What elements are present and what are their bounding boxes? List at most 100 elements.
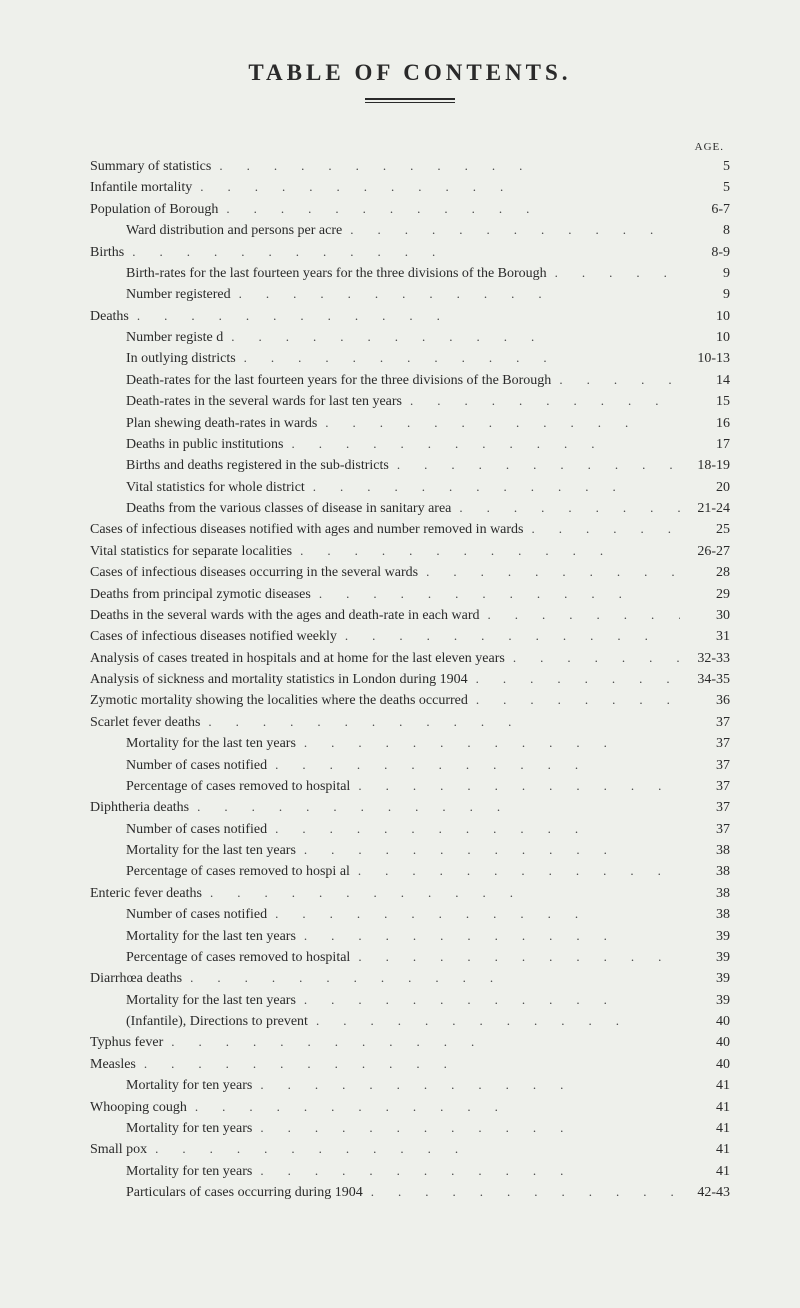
- toc-entry-label: Diarrhœa deaths: [90, 969, 182, 989]
- toc-entry-page: 8-9: [688, 243, 730, 263]
- toc-entry-page: 40: [688, 1033, 730, 1053]
- column-header-page: AGE.: [90, 141, 730, 153]
- toc-entry-label: Vital statistics for whole district: [126, 478, 305, 498]
- toc-entry-page: 41: [688, 1076, 730, 1096]
- toc-entry-label: Infantile mortality: [90, 178, 192, 198]
- toc-entry-label: Deaths from principal zymotic diseases: [90, 585, 311, 605]
- toc-entry: Mortality for ten years............41: [90, 1162, 730, 1182]
- toc-leader-dots: ............: [275, 756, 680, 774]
- toc-entry: Summary of statistics............5: [90, 157, 730, 177]
- toc-entry-page: 9: [688, 285, 730, 305]
- toc-entry-label: Enteric fever deaths: [90, 884, 202, 904]
- toc-leader-dots: ............: [350, 221, 680, 239]
- toc-entry: Number of cases notified............37: [90, 756, 730, 776]
- toc-entry: Mortality for ten years............ 41: [90, 1076, 730, 1096]
- toc-entry: Percentage of cases removed to hospital.…: [90, 948, 730, 968]
- toc-leader-dots: ............: [397, 456, 680, 474]
- toc-entry-page: 16: [688, 414, 730, 434]
- toc-entry: Deaths from the various classes of disea…: [90, 499, 730, 519]
- toc-entry-label: Cases of infectious diseases occurring i…: [90, 563, 418, 583]
- toc-entry-label: Births: [90, 243, 124, 263]
- toc-leader-dots: ............: [358, 777, 680, 795]
- toc-entry-page: 9: [688, 264, 730, 284]
- toc-entry-label: (Infantile), Directions to prevent: [126, 1012, 308, 1032]
- toc-leader-dots: ............: [325, 414, 680, 432]
- toc-leader-dots: ............: [260, 1162, 680, 1180]
- toc-leader-dots: ............: [171, 1033, 680, 1051]
- toc-leader-dots: ............: [292, 435, 681, 453]
- toc-entry-page: 38: [688, 905, 730, 925]
- toc-leader-dots: ............: [155, 1140, 680, 1158]
- toc-entry: Births and deaths registered in the sub-…: [90, 456, 730, 476]
- toc-entry-label: Mortality for ten years: [126, 1076, 252, 1096]
- toc-entry-label: In outlying districts: [126, 349, 236, 369]
- toc-entry: Deaths............10: [90, 307, 730, 327]
- toc-leader-dots: ............: [239, 285, 680, 303]
- toc-entry-page: 10: [688, 307, 730, 327]
- toc-entry-label: Deaths in the several wards with the age…: [90, 606, 480, 626]
- toc-entry-label: Population of Borough: [90, 200, 218, 220]
- toc-entry-page: 5: [688, 157, 730, 177]
- toc-entry-page: 18-19: [688, 456, 730, 476]
- toc-entry-page: 10-13: [688, 349, 730, 369]
- toc-leader-dots: ............: [137, 307, 680, 325]
- toc-entry: Death-rates for the last fourteen years …: [90, 371, 730, 391]
- toc-entry: Mortality for the last ten years........…: [90, 927, 730, 947]
- toc-entry: Mortality for the last ten years........…: [90, 841, 730, 861]
- toc-entry: Number of cases notified............37: [90, 820, 730, 840]
- toc-leader-dots: ............: [260, 1119, 680, 1137]
- toc-leader-dots: ............: [559, 371, 680, 389]
- toc-leader-dots: ............: [304, 841, 680, 859]
- toc-entry: In outlying districts............ 10-13: [90, 349, 730, 369]
- toc-entry: Percentage of cases removed to hospital.…: [90, 777, 730, 797]
- toc-entry-label: Number of cases notified: [126, 756, 267, 776]
- toc-leader-dots: ............: [488, 606, 680, 624]
- toc-leader-dots: ............: [260, 1076, 680, 1094]
- toc-leader-dots: ............: [304, 734, 680, 752]
- toc-entry: Births............ 8-9: [90, 243, 730, 263]
- toc-entry-label: Number registe d: [126, 328, 223, 348]
- toc-leader-dots: ............: [210, 884, 680, 902]
- toc-leader-dots: ............: [275, 905, 680, 923]
- toc-leader-dots: ............: [219, 157, 680, 175]
- toc-entry: (Infantile), Directions to prevent......…: [90, 1012, 730, 1032]
- toc-leader-dots: ............: [304, 991, 680, 1009]
- toc-entry-label: Vital statistics for separate localities: [90, 542, 292, 562]
- toc-leader-dots: ............: [304, 927, 680, 945]
- toc-entry-page: 39: [688, 991, 730, 1011]
- toc-entry-page: 29: [688, 585, 730, 605]
- toc-leader-dots: ............: [244, 349, 680, 367]
- toc-entry-page: 39: [688, 927, 730, 947]
- toc-entry-label: Number of cases notified: [126, 820, 267, 840]
- toc-leader-dots: ............: [316, 1012, 680, 1030]
- toc-entry-page: 39: [688, 948, 730, 968]
- toc-entry: Particulars of cases occurring during 19…: [90, 1183, 730, 1203]
- toc-entry-label: Plan shewing death-rates in wards: [126, 414, 317, 434]
- toc-leader-dots: ............: [132, 243, 680, 261]
- toc-leader-dots: ............: [190, 969, 680, 987]
- toc-entry: Small pox............41: [90, 1140, 730, 1160]
- toc-entry-label: Birth-rates for the last fourteen years …: [126, 264, 547, 284]
- toc-leader-dots: ............: [513, 649, 680, 667]
- toc-entry-page: 40: [688, 1055, 730, 1075]
- toc-entry-page: 31: [688, 627, 730, 647]
- toc-entry-label: Measles: [90, 1055, 136, 1075]
- toc-entry: Percentage of cases removed to hospi al.…: [90, 862, 730, 882]
- toc-entry: Cases of infectious diseases notified we…: [90, 627, 730, 647]
- toc-entry-label: Small pox: [90, 1140, 147, 1160]
- toc-leader-dots: ............: [476, 670, 680, 688]
- toc-entry-label: Whooping cough: [90, 1098, 187, 1118]
- toc-leader-dots: ............: [300, 542, 680, 560]
- toc-entry: Diarrhœa deaths............39: [90, 969, 730, 989]
- toc-entry: Zymotic mortality showing the localities…: [90, 691, 730, 711]
- toc-entry-page: 30: [688, 606, 730, 626]
- toc-entry-page: 37: [688, 820, 730, 840]
- toc-entry: Deaths from principal zymotic diseases..…: [90, 585, 730, 605]
- toc-entry-label: Cases of infectious diseases notified wi…: [90, 520, 524, 540]
- toc-entry-label: Mortality for ten years: [126, 1119, 252, 1139]
- toc-leader-dots: ............: [226, 200, 680, 218]
- toc-leader-dots: ............: [459, 499, 680, 517]
- toc-entry: Vital statistics for separate localities…: [90, 542, 730, 562]
- toc-entry-page: 25: [688, 520, 730, 540]
- toc-entry-page: 38: [688, 862, 730, 882]
